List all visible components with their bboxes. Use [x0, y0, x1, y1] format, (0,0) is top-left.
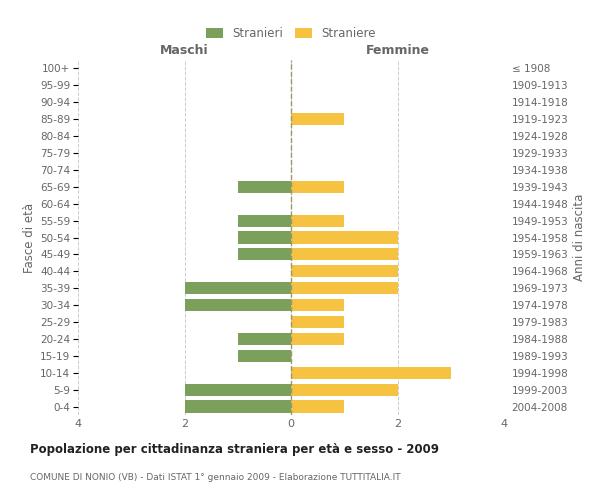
Legend: Stranieri, Straniere: Stranieri, Straniere [203, 24, 379, 44]
Bar [185, 400, 291, 412]
Text: Femmine: Femmine [365, 44, 430, 58]
Bar [185, 282, 291, 294]
Text: Popolazione per cittadinanza straniera per età e sesso - 2009: Popolazione per cittadinanza straniera p… [30, 442, 439, 456]
Bar [238, 232, 291, 243]
Bar [185, 384, 291, 396]
Y-axis label: Fasce di età: Fasce di età [23, 202, 36, 272]
Bar [238, 350, 291, 362]
Bar [291, 232, 398, 243]
Bar [291, 299, 344, 311]
Bar [291, 384, 398, 396]
Bar [291, 113, 344, 126]
Y-axis label: Anni di nascita: Anni di nascita [572, 194, 586, 281]
Bar [291, 214, 344, 226]
Bar [238, 333, 291, 345]
Bar [185, 299, 291, 311]
Bar [291, 400, 344, 412]
Bar [291, 248, 398, 260]
Bar [238, 180, 291, 193]
Bar [291, 316, 344, 328]
Bar [291, 180, 344, 193]
Bar [291, 333, 344, 345]
Bar [291, 366, 451, 379]
Text: Maschi: Maschi [160, 44, 209, 58]
Bar [291, 282, 398, 294]
Bar [238, 214, 291, 226]
Bar [291, 265, 398, 278]
Text: COMUNE DI NONIO (VB) - Dati ISTAT 1° gennaio 2009 - Elaborazione TUTTITALIA.IT: COMUNE DI NONIO (VB) - Dati ISTAT 1° gen… [30, 472, 401, 482]
Bar [238, 248, 291, 260]
